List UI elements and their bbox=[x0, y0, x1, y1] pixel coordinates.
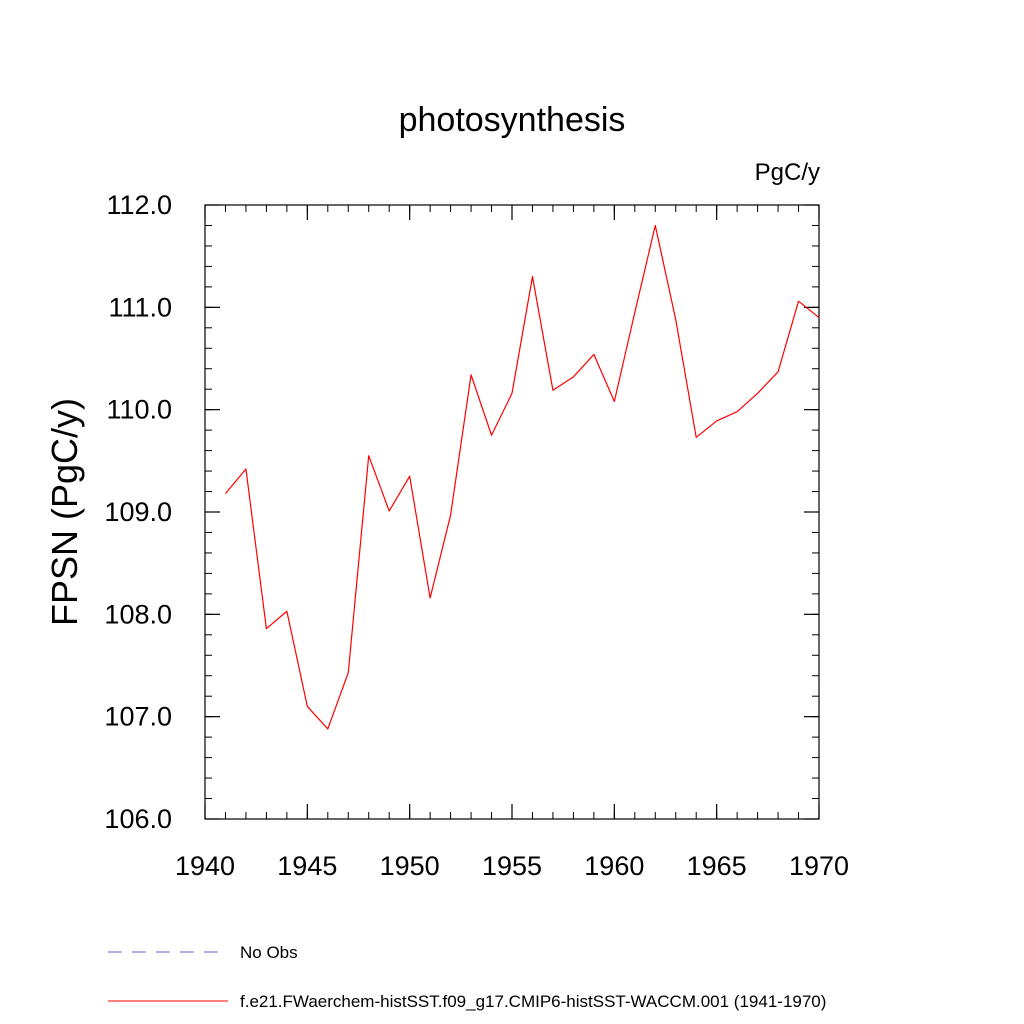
x-tick-label: 1945 bbox=[277, 851, 337, 881]
legend-label-0: No Obs bbox=[240, 943, 298, 962]
y-tick-label: 108.0 bbox=[104, 599, 172, 629]
units-label: PgC/y bbox=[755, 159, 820, 186]
x-tick-label: 1970 bbox=[789, 851, 849, 881]
x-tick-label: 1960 bbox=[584, 851, 644, 881]
y-tick-label: 112.0 bbox=[106, 190, 172, 220]
x-tick-label: 1950 bbox=[380, 851, 440, 881]
y-tick-label: 107.0 bbox=[104, 702, 172, 732]
y-tick-label: 106.0 bbox=[104, 804, 172, 834]
x-minor-ticks bbox=[204, 205, 820, 819]
y-minor-ticks bbox=[205, 204, 819, 820]
x-tick-label: 1965 bbox=[687, 851, 747, 881]
series-line-0 bbox=[225, 224, 820, 730]
y-axis-label: FPSN (PgC/y) bbox=[44, 398, 85, 626]
y-tick-label: 111.0 bbox=[108, 292, 172, 322]
y-tick-label: 109.0 bbox=[104, 497, 172, 527]
series-lines bbox=[225, 224, 820, 730]
plot-frame bbox=[204, 204, 820, 820]
y-axis-ticks: 106.0 107.0 108.0 109.0 110.0 111.0 112.0 bbox=[104, 190, 819, 834]
y-tick-label: 110.0 bbox=[106, 395, 172, 425]
legend: No Obs f.e21.FWaerchem-histSST.f09_g17.CM… bbox=[108, 943, 826, 1011]
legend-label-1: f.e21.FWaerchem-histSST.f09_g17.CMIP6-hi… bbox=[240, 992, 826, 1011]
x-axis-ticks: 1940 1945 1950 1955 1960 1965 1970 bbox=[175, 205, 849, 881]
x-tick-label: 1955 bbox=[482, 851, 542, 881]
chart-title: photosynthesis bbox=[399, 101, 626, 139]
x-tick-label: 1940 bbox=[175, 851, 235, 881]
